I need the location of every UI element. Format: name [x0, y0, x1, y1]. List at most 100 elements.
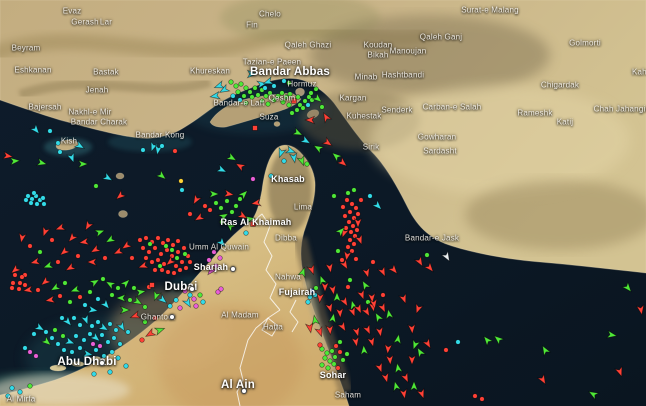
ship-marker[interactable] [107, 321, 113, 327]
ship-marker[interactable] [35, 157, 48, 167]
ship-marker[interactable] [10, 280, 16, 286]
ship-marker[interactable] [380, 371, 390, 384]
ship-marker[interactable] [218, 205, 224, 211]
ship-marker[interactable] [40, 195, 46, 201]
ship-marker[interactable] [327, 284, 338, 296]
ship-marker[interactable] [12, 272, 18, 278]
ship-marker[interactable] [246, 69, 258, 79]
ship-marker[interactable] [335, 365, 341, 371]
ship-marker[interactable] [286, 80, 292, 86]
ship-marker[interactable] [169, 247, 175, 253]
ship-marker[interactable] [351, 325, 361, 338]
ship-marker[interactable] [345, 284, 351, 290]
ship-marker[interactable] [360, 305, 373, 318]
ship-marker[interactable] [338, 258, 351, 271]
ship-marker[interactable] [228, 79, 234, 85]
ship-marker[interactable] [338, 295, 351, 308]
ship-marker[interactable] [27, 349, 33, 355]
ship-marker[interactable] [82, 348, 94, 359]
ship-marker[interactable] [100, 276, 106, 282]
ship-marker[interactable] [237, 188, 250, 201]
ship-marker[interactable] [207, 207, 213, 213]
ship-marker[interactable] [87, 289, 93, 295]
ship-marker[interactable] [22, 284, 34, 295]
ship-marker[interactable] [281, 78, 287, 84]
ship-marker[interactable] [414, 346, 427, 359]
ship-marker[interactable] [215, 236, 227, 249]
ship-marker[interactable] [105, 339, 111, 345]
ship-marker[interactable] [233, 83, 239, 89]
ship-marker[interactable] [181, 245, 187, 251]
ship-marker[interactable] [351, 187, 357, 193]
ship-marker[interactable] [351, 241, 357, 247]
ship-marker[interactable] [333, 343, 339, 349]
ship-marker[interactable] [218, 286, 224, 292]
ship-marker[interactable] [57, 293, 63, 299]
ship-marker[interactable] [321, 136, 334, 149]
ship-marker[interactable] [78, 236, 90, 247]
ship-marker[interactable] [330, 150, 343, 163]
ship-marker[interactable] [93, 347, 99, 353]
ship-marker[interactable] [311, 314, 321, 326]
ship-marker[interactable] [366, 335, 376, 348]
ship-marker[interactable] [350, 336, 361, 348]
ship-marker[interactable] [238, 81, 244, 87]
ship-marker[interactable] [413, 255, 426, 268]
ship-marker[interactable] [80, 313, 91, 326]
ship-marker[interactable] [250, 176, 256, 182]
ship-marker[interactable] [304, 115, 316, 125]
ship-marker[interactable] [354, 233, 365, 246]
ship-marker[interactable] [64, 261, 77, 274]
ship-marker[interactable] [187, 211, 193, 217]
ship-marker[interactable] [55, 259, 61, 265]
ship-marker[interactable] [492, 333, 505, 346]
ship-marker[interactable] [376, 265, 388, 278]
ship-marker[interactable] [172, 148, 178, 154]
ship-marker[interactable] [59, 315, 65, 321]
ship-marker[interactable] [81, 337, 87, 343]
ship-marker[interactable] [43, 329, 49, 335]
ship-marker[interactable] [101, 171, 114, 184]
ship-marker[interactable] [152, 267, 158, 273]
ship-marker[interactable] [340, 357, 346, 363]
ship-marker[interactable] [376, 301, 388, 314]
ship-marker[interactable] [104, 278, 117, 291]
ship-marker[interactable] [539, 344, 552, 357]
ship-marker[interactable] [17, 389, 23, 395]
ship-marker[interactable] [77, 322, 83, 328]
ship-marker[interactable] [392, 333, 403, 345]
ship-marker[interactable] [276, 146, 287, 159]
ship-marker[interactable] [635, 304, 646, 316]
ship-marker[interactable] [230, 93, 236, 99]
ship-marker[interactable] [346, 219, 352, 225]
ship-marker[interactable] [173, 263, 179, 269]
ship-marker[interactable] [77, 159, 89, 169]
ship-marker[interactable] [211, 249, 217, 255]
ship-marker[interactable] [9, 157, 21, 166]
ship-marker[interactable] [340, 204, 346, 210]
ship-marker[interactable] [252, 125, 258, 131]
ship-marker[interactable] [39, 275, 52, 287]
ship-marker[interactable] [95, 319, 101, 325]
ship-marker[interactable] [191, 296, 197, 302]
ship-marker[interactable] [193, 303, 199, 309]
ship-marker[interactable] [325, 324, 334, 336]
ship-marker[interactable] [416, 387, 427, 400]
ship-marker[interactable] [99, 332, 105, 338]
ship-marker[interactable] [304, 322, 315, 334]
ship-marker[interactable] [115, 285, 121, 291]
ship-marker[interactable] [95, 296, 101, 302]
ship-marker[interactable] [152, 245, 158, 251]
ship-marker[interactable] [140, 147, 146, 153]
ship-marker[interactable] [123, 363, 129, 369]
ship-marker[interactable] [152, 315, 158, 321]
ship-marker[interactable] [175, 238, 181, 244]
ship-marker[interactable] [101, 353, 107, 359]
ship-marker[interactable] [324, 262, 335, 274]
ship-marker[interactable] [300, 105, 306, 111]
ship-marker[interactable] [97, 321, 110, 334]
ship-marker[interactable] [291, 126, 304, 138]
ship-marker[interactable] [399, 371, 411, 384]
ship-marker[interactable] [5, 393, 11, 399]
ship-marker[interactable] [156, 293, 169, 305]
